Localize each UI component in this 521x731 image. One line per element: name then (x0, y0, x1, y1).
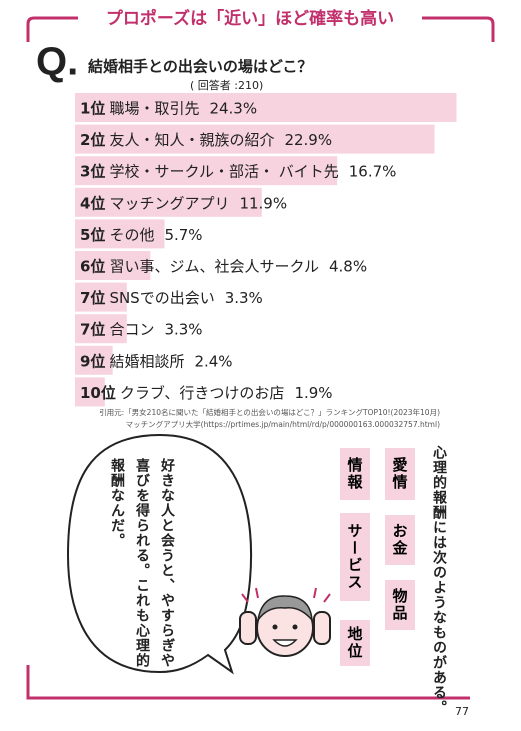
rank: 7位 (80, 320, 105, 338)
question: 結婚相手との出会いの場はどこ？ (88, 58, 312, 76)
bar-label: 1位 職場・取引先 24.3% (80, 99, 257, 117)
value-label: 5.7% (164, 225, 202, 243)
reward-box: お金 (385, 515, 415, 565)
rank: 1位 (80, 99, 105, 117)
reward-box: サービス (340, 513, 370, 601)
rank: 10位 (80, 383, 116, 401)
bar-label: 3位 学校・サークル・部活・ バイト先 16.7% (80, 162, 396, 180)
bar-label: 2位 友人・知人・親族の紹介 22.9% (80, 131, 332, 149)
header-title: プロポーズは「近い」ほど確率も高い (106, 8, 394, 29)
category: マッチングアプリ (109, 194, 229, 212)
bar (75, 377, 105, 407)
value-label: 4.8% (329, 257, 367, 275)
character-illustration (239, 587, 331, 657)
header-frame (26, 16, 495, 42)
value-label: 16.7% (349, 162, 397, 180)
bubble-text: 喜びを得られる。これも心理的 (134, 458, 150, 668)
bar (75, 156, 338, 186)
reward-box: 愛情 (385, 448, 415, 500)
value-label: 24.3% (209, 99, 257, 117)
value-label: 2.4% (194, 352, 232, 370)
category: 学校・サークル・部活・ バイト先 (109, 162, 338, 180)
bubble-text: 報酬なんだ。 (109, 458, 125, 548)
rank: 3位 (80, 162, 105, 180)
rank: 4位 (80, 194, 105, 212)
category: SNSでの出会い (109, 289, 214, 307)
bar-label: 5位 その他 5.7% (80, 225, 203, 243)
reward-box: 情報 (340, 448, 370, 500)
category: その他 (109, 225, 154, 243)
value-label: 11.9% (239, 194, 287, 212)
value-label: 3.3% (164, 320, 202, 338)
bar (75, 124, 435, 154)
category: 職場・取引先 (109, 99, 199, 117)
bar (75, 93, 457, 122)
bar (75, 187, 262, 217)
reward-box: 地位 (340, 620, 370, 666)
bar-label: 4位 マッチングアプリ 11.9% (80, 194, 287, 212)
bar-label: 6位 習い事、ジム、社会人サークル 4.8% (80, 257, 367, 275)
rank: 9位 (80, 352, 105, 370)
bubble-text: 好きな人と会うと、やすらぎや (159, 458, 175, 668)
question-mark: Q. (36, 40, 78, 84)
bar-label: 7位 合コン 3.3% (80, 320, 203, 338)
reward-box: 物品 (385, 580, 415, 630)
page-number: 77 (455, 705, 469, 718)
bar (75, 282, 127, 312)
category: クラブ、行きつけのお店 (120, 383, 285, 401)
bar-label: 10位 クラブ、行きつけのお店 1.9% (80, 383, 333, 401)
bar (75, 219, 165, 249)
rank: 2位 (80, 131, 105, 149)
source: マッチングアプリ大学(https://prtimes.jp/main/html/… (126, 419, 440, 429)
category: 習い事、ジム、社会人サークル (109, 257, 319, 275)
bar (75, 251, 151, 280)
speech-bubble (66, 433, 253, 675)
source: 引用元:「男女210名に聞いた「結婚相手との出会いの場はどこ？」ランキングTOP… (99, 407, 440, 417)
category: 合コン (109, 320, 154, 338)
bar (75, 314, 127, 344)
value-label: 22.9% (284, 131, 332, 149)
bar (75, 345, 113, 375)
right-text: 心理的報酬には次のようなものがある。 (431, 445, 447, 715)
category: 友人・知人・親族の紹介 (109, 131, 274, 149)
bar-label: 9位 結婚相談所 2.4% (80, 352, 233, 370)
value-label: 3.3% (225, 289, 263, 307)
rank: 6位 (80, 257, 105, 275)
respondents: ( 回答者 :210) (190, 78, 263, 92)
rank: 7位 (80, 289, 105, 307)
value-label: 1.9% (294, 383, 332, 401)
rank: 5位 (80, 225, 105, 243)
footer-frame (26, 665, 470, 700)
category: 結婚相談所 (109, 352, 184, 370)
bar-label: 7位 SNSでの出会い 3.3% (80, 289, 263, 307)
